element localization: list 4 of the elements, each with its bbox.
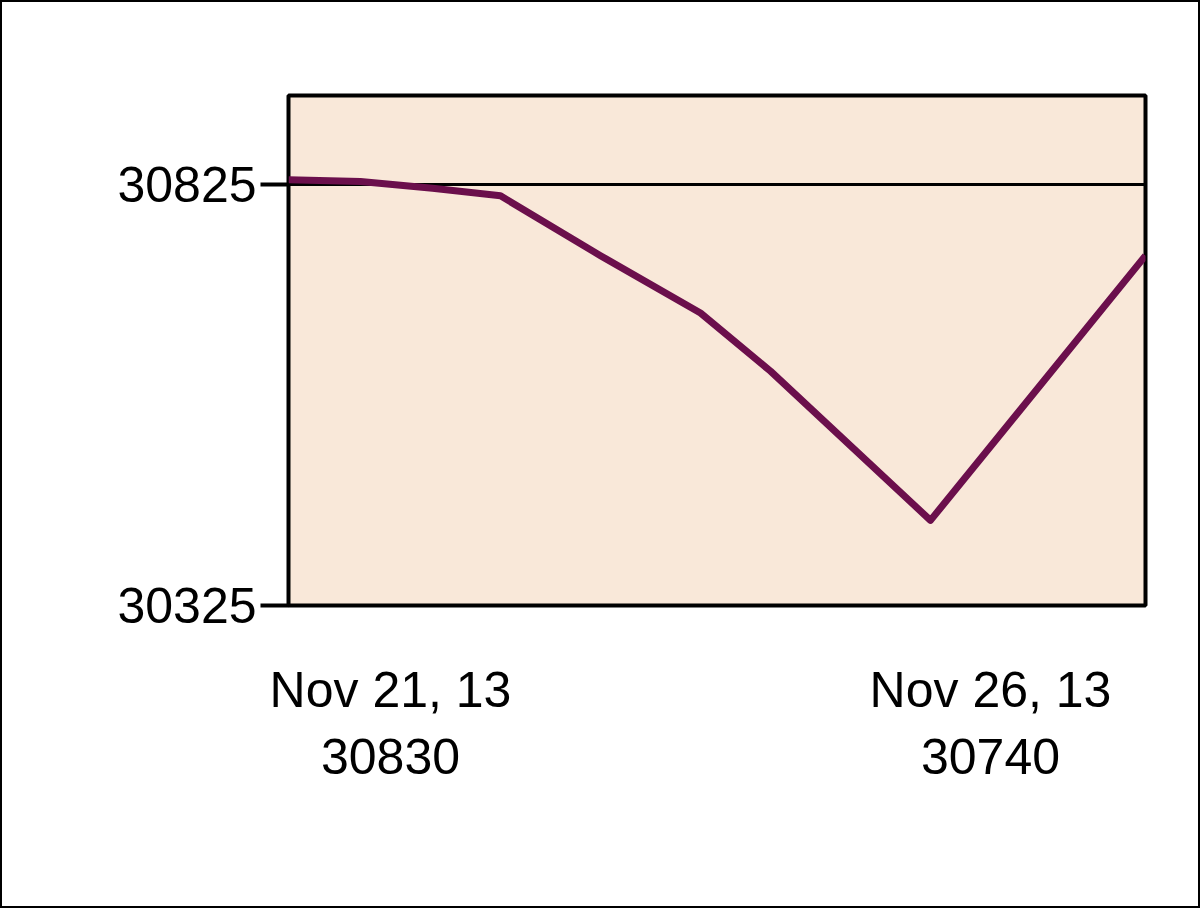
x-tick-label: Nov 21, 13 30830 [269,661,512,785]
y-tick-label: 30325 [117,578,257,634]
x-tick-label: Nov 26, 13 30740 [869,661,1112,785]
y-tick-label: 30825 [117,156,257,213]
